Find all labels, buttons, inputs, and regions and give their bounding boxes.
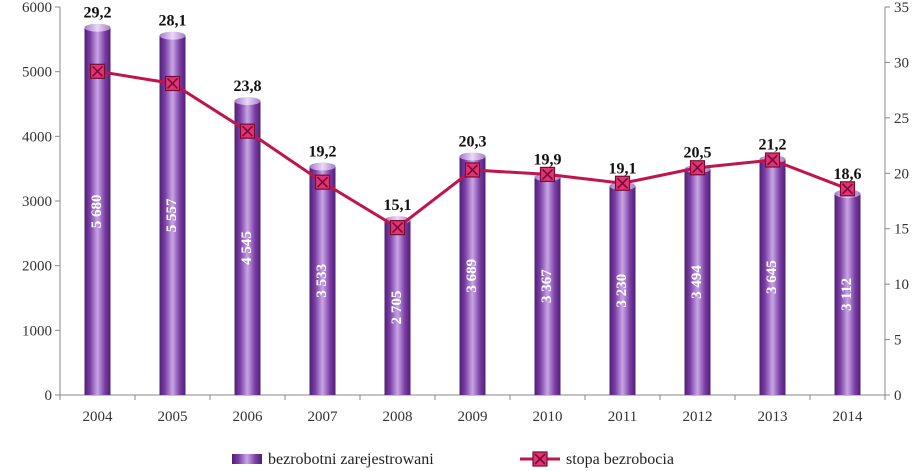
- left-tick-label: 0: [45, 388, 53, 404]
- bar-value-label: 5 680: [89, 194, 105, 228]
- bar: [84, 27, 111, 396]
- left-tick-label: 4000: [22, 129, 52, 145]
- rate-value-label: 19,9: [534, 151, 562, 168]
- left-tick-label: 6000: [22, 0, 52, 16]
- bar-value-label: 4 545: [239, 231, 255, 265]
- legend-bar-swatch: [232, 454, 262, 464]
- x-tick-label: 2014: [833, 409, 864, 425]
- right-tick-label: 0: [894, 388, 902, 404]
- rate-marker-cross: [91, 65, 104, 77]
- right-tick-label: 15: [894, 222, 909, 238]
- bar-value-label: 3 689: [464, 259, 480, 293]
- bar-cap: [459, 152, 486, 161]
- axes: 0 1000 2000 3000 4000 5000 6000 0 5 10 15 20 25 30 35 2…: [22, 0, 909, 425]
- rate-value-label: 21,2: [759, 136, 787, 153]
- rate-marker: [839, 181, 856, 197]
- right-tick-label: 5: [894, 333, 902, 349]
- bar: [459, 156, 486, 395]
- left-tick-label: 1000: [22, 323, 52, 339]
- legend: bezrobotni zarejestrowani stopa bezroboci…: [232, 451, 674, 468]
- rate-marker-cross: [541, 168, 554, 180]
- rate-value-label: 20,5: [684, 145, 712, 162]
- bar-value-label: 5 557: [164, 198, 180, 232]
- bar: [759, 159, 786, 395]
- rate-marker-cross: [766, 154, 779, 166]
- bar: [534, 177, 561, 395]
- rate-marker-cross: [691, 162, 704, 174]
- rate-value-label: 19,1: [609, 160, 637, 177]
- rate-value-label: 23,8: [234, 78, 262, 95]
- rate-marker: [389, 220, 406, 236]
- legend-line-label: stopa bezrobocia: [566, 451, 674, 468]
- legend-bar-label: bezrobotni zarejestrowani: [268, 451, 434, 468]
- rate-marker-cross: [316, 176, 329, 188]
- bar-cap: [84, 23, 111, 32]
- rate-value-label: 20,3: [459, 133, 487, 150]
- rate-marker: [614, 175, 631, 191]
- bar: [384, 220, 411, 395]
- right-tick-label: 20: [894, 166, 909, 182]
- rate-series: 29,2 28,1 23,8 19,2 15,1 20,3 19,9 19,1 20,5 21,2…: [84, 5, 862, 236]
- rate-marker: [239, 123, 256, 139]
- x-tick-label: 2009: [458, 409, 488, 425]
- left-tick-label: 5000: [22, 65, 52, 81]
- bar: [159, 35, 186, 395]
- bar: [834, 193, 861, 395]
- legend-line-marker-cross: [534, 453, 546, 465]
- bar-value-label: 3 367: [539, 269, 555, 303]
- x-tick-label: 2008: [383, 409, 413, 425]
- bar-cap: [159, 31, 186, 40]
- rate-marker-cross: [241, 125, 254, 137]
- rate-marker-cross: [841, 183, 854, 195]
- rate-value-label: 15,1: [384, 197, 412, 214]
- bar: [684, 169, 711, 395]
- bar: [234, 101, 261, 395]
- bar-value-label: 3 112: [839, 278, 855, 311]
- rate-marker-cross: [466, 164, 479, 176]
- x-tick-label: 2010: [533, 409, 563, 425]
- rate-marker-cross: [166, 77, 179, 90]
- x-tick-label: 2011: [608, 409, 637, 425]
- bar-cap: [309, 162, 336, 171]
- rate-marker: [164, 75, 181, 92]
- left-tick-label: 2000: [22, 259, 52, 275]
- rate-marker: [89, 63, 106, 79]
- rate-marker: [539, 166, 556, 182]
- rate-marker-cross: [391, 222, 404, 234]
- x-tick-label: 2013: [758, 409, 788, 425]
- rate-marker: [764, 152, 781, 168]
- rate-value-label: 28,1: [159, 13, 187, 30]
- x-tick-label: 2007: [308, 409, 339, 425]
- bar-value-label: 3 230: [614, 274, 630, 308]
- rate-value-label: 19,2: [309, 144, 337, 161]
- x-tick-label: 2012: [683, 409, 713, 425]
- bar-value-label: 3 494: [689, 265, 705, 299]
- bar: [609, 186, 636, 395]
- x-tick-label: 2006: [233, 409, 264, 425]
- x-tick-label: 2004: [83, 409, 114, 425]
- rate-value-label: 29,2: [84, 5, 112, 22]
- right-tick-label: 30: [894, 55, 909, 71]
- x-tick-label: 2005: [158, 409, 188, 425]
- rate-marker: [689, 160, 706, 176]
- bar-series: 5 680 5 557 4 545 3 533 2 705 3 689 3 367 3 230…: [84, 23, 861, 396]
- bar-value-label: 3 533: [314, 264, 330, 298]
- bar: [309, 166, 336, 395]
- rate-marker: [314, 174, 331, 190]
- bar-value-label: 3 645: [764, 260, 780, 294]
- right-tick-label: 10: [894, 277, 909, 293]
- right-tick-label: 25: [894, 111, 909, 127]
- bar-value-label: 2 705: [389, 291, 405, 325]
- bar-cap: [234, 97, 261, 106]
- rate-marker: [464, 162, 481, 178]
- right-tick-label: 35: [894, 0, 909, 16]
- rate-marker-cross: [616, 177, 629, 189]
- rate-value-label: 18,6: [834, 166, 862, 183]
- left-tick-label: 3000: [22, 194, 52, 210]
